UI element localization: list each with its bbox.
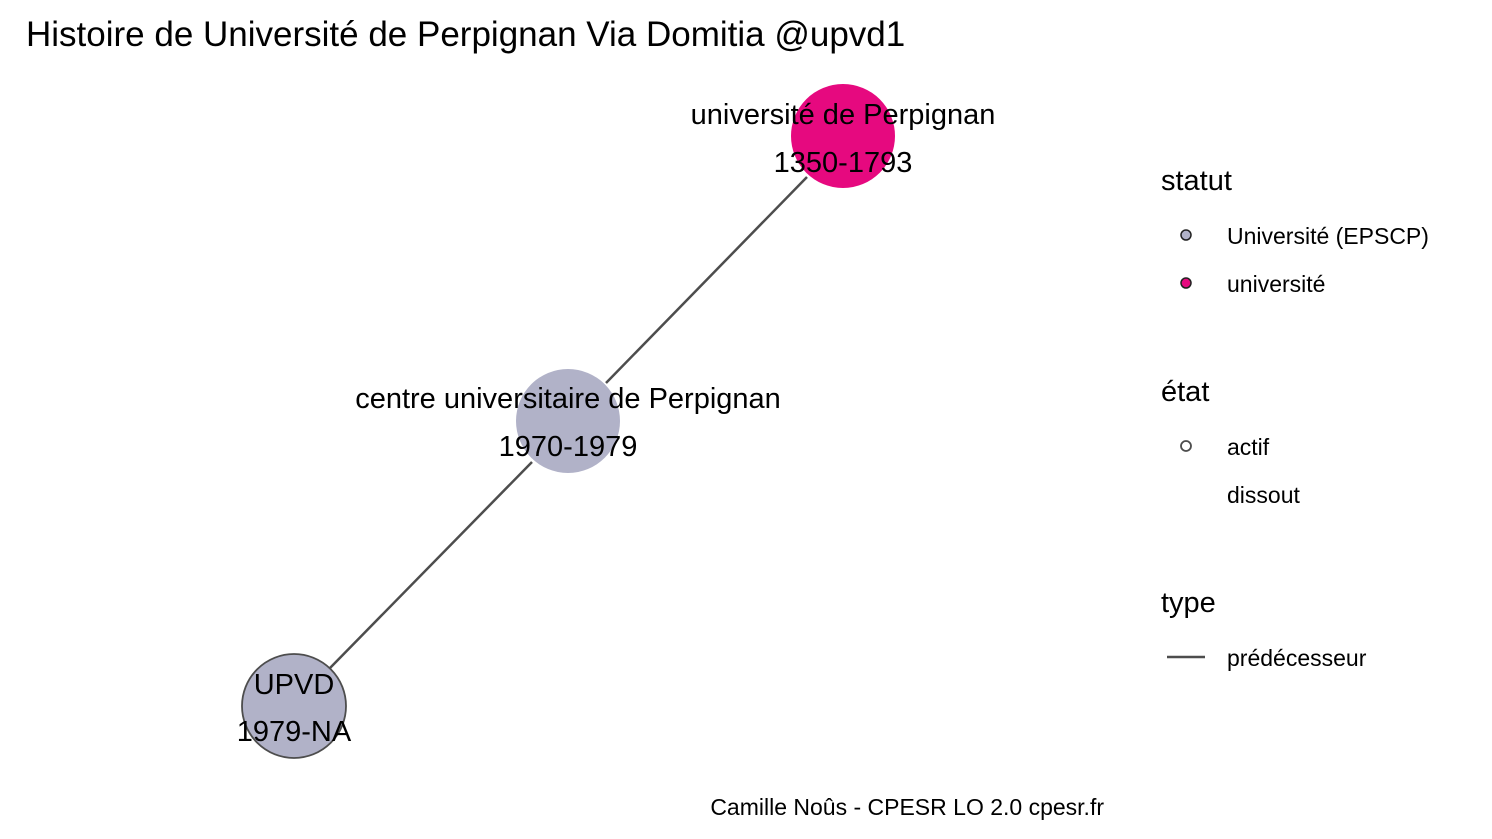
node-label: UPVD	[254, 669, 335, 701]
legend-statut: statut Université (EPSCP) université	[1161, 165, 1429, 297]
caption: Camille Noûs - CPESR LO 2.0 cpesr.fr	[710, 794, 1104, 820]
diagram-title: Histoire de Université de Perpignan Via …	[26, 15, 905, 54]
node-dates: 1979-NA	[237, 716, 352, 748]
legend-title: type	[1161, 587, 1216, 619]
node-circle-centre	[516, 369, 620, 473]
node-upvd[interactable]: UPVD 1979-NA	[237, 653, 352, 759]
node-circle-universite	[791, 84, 895, 188]
node-label: centre universitaire de Perpignan	[355, 383, 781, 415]
legend-label: Université (EPSCP)	[1227, 223, 1429, 249]
edge-upvd-to-centre	[329, 461, 533, 669]
legend-key-universite	[1180, 277, 1192, 289]
node-circle-upvd	[241, 653, 347, 759]
legend-key-epscp	[1180, 229, 1192, 241]
node-dates: 1970-1979	[499, 431, 638, 463]
edge-centre-to-universite	[605, 176, 808, 384]
legend-label: dissout	[1227, 482, 1300, 508]
legend-label: actif	[1227, 434, 1270, 460]
legend-type: type prédécesseur	[1161, 587, 1367, 671]
node-centre-universitaire[interactable]: centre universitaire de Perpignan 1970-1…	[355, 369, 781, 473]
legend-label: prédécesseur	[1227, 645, 1367, 671]
node-label: université de Perpignan	[691, 99, 996, 131]
node-dates: 1350-1793	[774, 147, 913, 179]
legend-label: université	[1227, 271, 1325, 297]
legend-title: état	[1161, 376, 1209, 408]
legend-etat: état actif dissout	[1161, 376, 1300, 508]
legend-key-actif	[1180, 440, 1192, 452]
legend-title: statut	[1161, 165, 1232, 197]
node-universite-de-perpignan[interactable]: université de Perpignan 1350-1793	[691, 84, 996, 188]
